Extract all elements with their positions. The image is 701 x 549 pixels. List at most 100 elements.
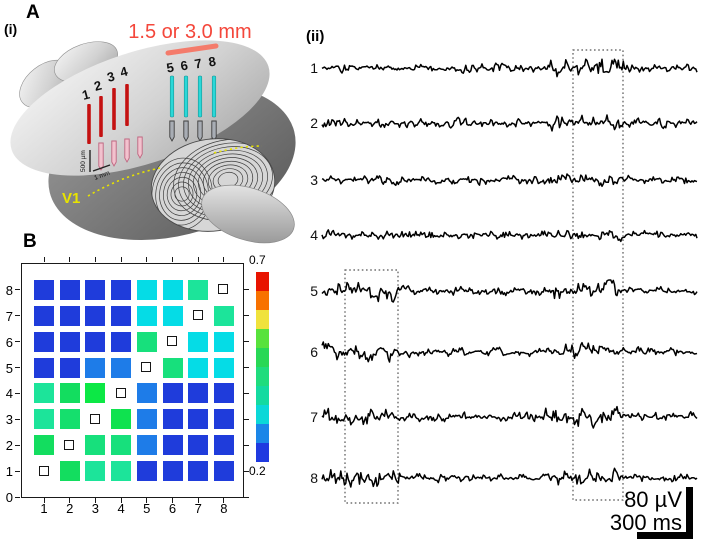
folia-ring [166,176,198,212]
y-tick-right [244,470,249,472]
x-tick-label: 6 [168,501,177,516]
colorbar-segment [256,291,269,310]
heatmap-cell [213,435,234,456]
heatmap-cell [213,461,234,482]
heatmap-cell [213,331,234,352]
colorbar-segment [256,443,269,462]
electrode-number-7: 7 [193,56,203,72]
x-tick-top [43,257,45,262]
x-tick-bottom [197,498,199,503]
panel-a-ii-label: (ii) [306,28,325,45]
heatmap-cell [85,383,106,404]
x-tick-label: 1 [40,501,48,516]
y-tick-label: 2 [5,438,13,454]
ghost-electrode-6 [183,120,189,142]
heatmap-diagonal-marker [115,387,126,398]
scalebar-1mm-line [92,164,111,172]
heatmap-cell [59,331,80,352]
x-tick-top [69,257,71,262]
heatmap-cell [136,409,157,430]
y-tick-left [15,392,20,394]
electrode-shank-2 [99,96,103,137]
heatmap-diagonal-marker [89,413,100,424]
trace-label-2: 2 [310,115,318,131]
electrode-shank-1 [87,104,91,144]
heatmap-cell [162,409,183,430]
heatmap-cell [85,279,106,300]
colorbar-segment [256,386,269,405]
ghost-electrode-7 [197,120,203,142]
heatmap-cell [111,461,132,482]
heatmap-cell [162,305,183,326]
electrode-shank-8 [211,75,217,118]
ghost-electrode-4 [137,136,143,159]
heatmap-cell [111,435,132,456]
x-tick-top [94,257,96,262]
y-tick-right [244,418,249,420]
heatmap-cell [188,357,209,378]
heatmap-cell [188,279,209,300]
electrode-shank-7 [197,75,203,118]
electrode-shank-4 [125,84,129,126]
voltage-scale-label: 80 µV [624,487,682,512]
brainstem [201,184,295,244]
y-tick-right [244,367,249,368]
trace-label-5: 5 [310,283,318,299]
heatmap-cell [136,435,157,456]
heatmap-cell [85,331,106,352]
heatmap-cell [136,383,157,404]
heatmap-cell [213,305,234,326]
heatmap-cell [111,357,132,378]
trace-label-7: 7 [310,409,318,425]
trace-waveform-4 [321,229,698,243]
colorbar-segment [256,329,269,348]
electrode-number-4: 4 [118,63,130,80]
heatmap-cell [34,279,54,300]
heatmap-frame [21,263,244,498]
heatmap-cell [111,331,132,352]
heatmap-cell [213,383,234,404]
x-tick-bottom [94,498,96,503]
heatmap-cell [34,409,54,430]
colorbar-segment [256,348,269,367]
heatmap-cell [34,435,54,456]
y-tick-right [244,444,249,446]
heatmap-cell [162,383,183,404]
ghost-electrode-3 [124,138,130,163]
heatmap-diagonal-marker [218,284,229,295]
colorbar-segment [256,424,269,443]
burst-highlight-box-right [572,49,624,501]
electrode-number-3: 3 [105,68,116,84]
y-tick-left [15,470,20,472]
heatmap-cell [34,357,54,378]
y-tick-left [15,418,20,420]
x-tick-bottom [223,498,225,503]
heatmap-cell [111,279,132,300]
heatmap-cell [34,383,54,404]
folia-ring [174,186,190,202]
y-tick-label: 1 [5,464,13,480]
heatmap-cell [162,279,183,300]
y-tick-label: 0 [5,490,13,505]
trace-label-4: 4 [310,227,318,243]
y-tick-label: 6 [5,334,13,350]
heatmap-cell [162,357,183,378]
trace-waveform-3 [321,173,698,188]
ghost-electrodes-gray [169,120,217,142]
heatmap-cell [136,305,157,326]
heatmap-cell [188,461,209,482]
trace-waveform-7 [321,405,698,429]
trace-waveform-6 [321,341,698,363]
time-scale-label: 300 ms [610,510,682,535]
electrode-shank-6 [183,75,189,118]
colorbar-segment [256,367,269,386]
electrode-number-8: 8 [207,54,217,70]
heatmap-cell [213,409,234,430]
heatmap-diagonal-marker [192,310,203,321]
distance-bar [165,43,219,56]
panel-b-label: B [23,231,37,252]
heatmap-diagonal-marker [141,362,152,372]
heatmap-cell [136,279,157,300]
x-tick-label: 3 [91,501,99,516]
y-tick-left [15,289,20,291]
